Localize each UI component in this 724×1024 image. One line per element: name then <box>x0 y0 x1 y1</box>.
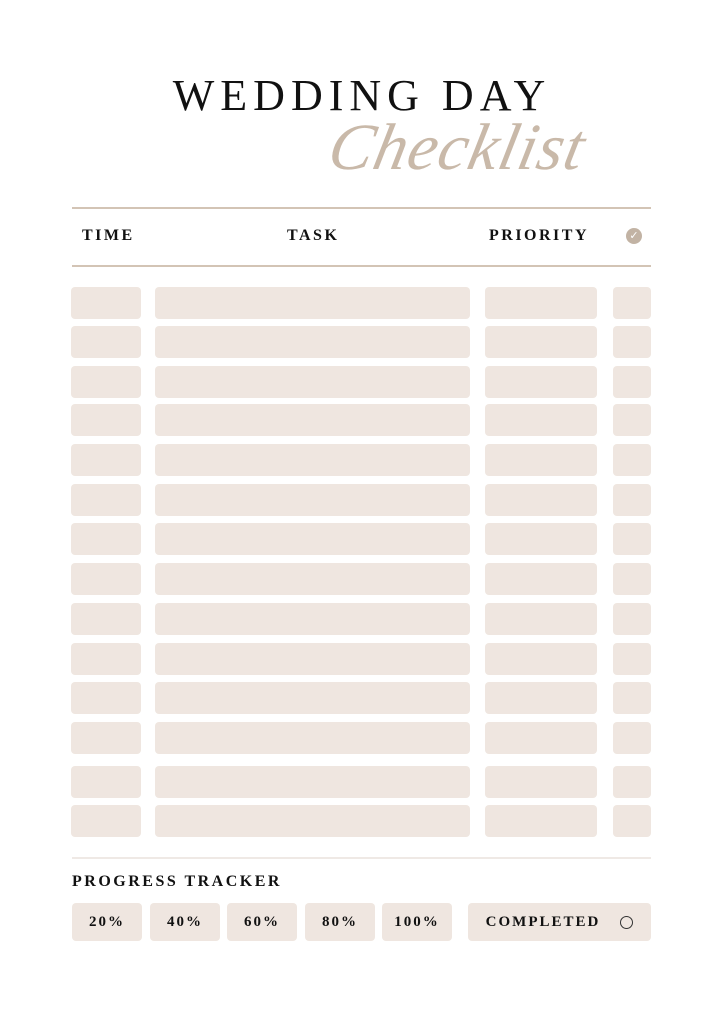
progress-20[interactable]: 20% <box>72 903 142 941</box>
task-cell[interactable] <box>155 563 470 595</box>
task-cell[interactable] <box>155 404 470 436</box>
progress-40[interactable]: 40% <box>150 903 220 941</box>
completed-label: COMPLETED <box>485 913 601 930</box>
task-cell[interactable] <box>155 805 470 837</box>
priority-cell[interactable] <box>485 805 597 837</box>
task-cell[interactable] <box>155 523 470 555</box>
check-cell[interactable] <box>613 404 651 436</box>
divider <box>72 857 651 859</box>
priority-cell[interactable] <box>485 287 597 319</box>
task-cell[interactable] <box>155 603 470 635</box>
priority-cell[interactable] <box>485 404 597 436</box>
time-cell[interactable] <box>71 404 141 436</box>
check-cell[interactable] <box>613 766 651 798</box>
priority-cell[interactable] <box>485 563 597 595</box>
check-circle-icon: ✓ <box>626 228 642 244</box>
progress-tracker-label: PROGRESS TRACKER <box>72 873 282 890</box>
check-cell[interactable] <box>613 722 651 754</box>
priority-cell[interactable] <box>485 643 597 675</box>
divider <box>72 207 651 209</box>
time-cell[interactable] <box>71 805 141 837</box>
column-header-priority: PRIORITY <box>489 227 590 244</box>
check-cell[interactable] <box>613 523 651 555</box>
task-cell[interactable] <box>155 366 470 398</box>
priority-cell[interactable] <box>485 603 597 635</box>
priority-cell[interactable] <box>485 444 597 476</box>
check-cell[interactable] <box>613 805 651 837</box>
time-cell[interactable] <box>71 523 141 555</box>
time-cell[interactable] <box>71 366 141 398</box>
task-cell[interactable] <box>155 484 470 516</box>
column-header-time: TIME <box>82 227 135 244</box>
script-subtitle: Checklist <box>322 111 593 184</box>
priority-cell[interactable] <box>485 682 597 714</box>
check-cell[interactable] <box>613 287 651 319</box>
time-cell[interactable] <box>71 643 141 675</box>
priority-cell[interactable] <box>485 484 597 516</box>
time-cell[interactable] <box>71 603 141 635</box>
priority-cell[interactable] <box>485 722 597 754</box>
priority-cell[interactable] <box>485 326 597 358</box>
task-cell[interactable] <box>155 643 470 675</box>
check-cell[interactable] <box>613 563 651 595</box>
time-cell[interactable] <box>71 766 141 798</box>
time-cell[interactable] <box>71 287 141 319</box>
completed-button[interactable]: COMPLETED <box>468 903 651 941</box>
divider <box>72 265 651 267</box>
radio-circle-icon[interactable] <box>620 915 634 929</box>
time-cell[interactable] <box>71 563 141 595</box>
check-cell[interactable] <box>613 603 651 635</box>
progress-80[interactable]: 80% <box>305 903 375 941</box>
check-cell[interactable] <box>613 484 651 516</box>
task-cell[interactable] <box>155 444 470 476</box>
task-cell[interactable] <box>155 722 470 754</box>
task-cell[interactable] <box>155 766 470 798</box>
priority-cell[interactable] <box>485 766 597 798</box>
check-cell[interactable] <box>613 326 651 358</box>
task-cell[interactable] <box>155 287 470 319</box>
check-cell[interactable] <box>613 444 651 476</box>
task-cell[interactable] <box>155 326 470 358</box>
check-cell[interactable] <box>613 682 651 714</box>
priority-cell[interactable] <box>485 366 597 398</box>
time-cell[interactable] <box>71 326 141 358</box>
progress-60[interactable]: 60% <box>227 903 297 941</box>
task-cell[interactable] <box>155 682 470 714</box>
check-cell[interactable] <box>613 643 651 675</box>
column-header-task: TASK <box>287 227 340 244</box>
progress-100[interactable]: 100% <box>382 903 452 941</box>
time-cell[interactable] <box>71 722 141 754</box>
page-title: WEDDING DAY <box>172 71 552 120</box>
time-cell[interactable] <box>71 444 141 476</box>
check-cell[interactable] <box>613 366 651 398</box>
priority-cell[interactable] <box>485 523 597 555</box>
time-cell[interactable] <box>71 682 141 714</box>
time-cell[interactable] <box>71 484 141 516</box>
